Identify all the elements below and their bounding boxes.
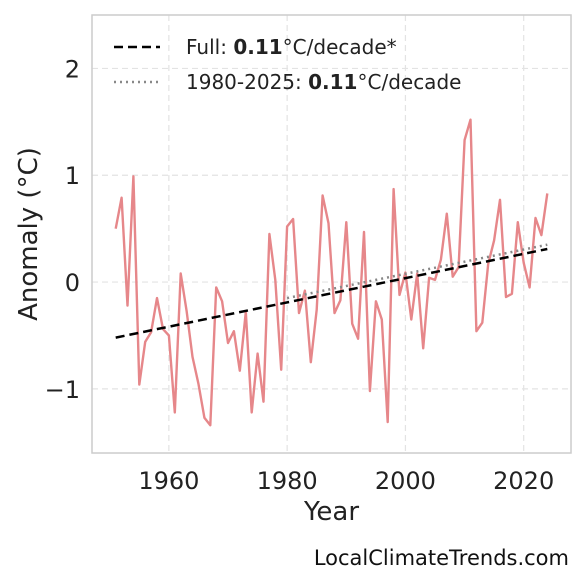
grid — [92, 15, 571, 453]
y-tick-label: 0 — [65, 269, 80, 297]
legend: Full: 0.11°C/decade* 1980-2025: 0.11°C/d… — [114, 35, 461, 94]
legend-label-full: Full: 0.11°C/decade* — [186, 35, 397, 59]
legend-1980-unit: °C/decade — [357, 70, 461, 94]
x-tick-label: 2020 — [493, 467, 554, 495]
x-tick-label: 2000 — [375, 467, 436, 495]
legend-full-unit: °C/decade* — [283, 35, 397, 59]
credit-text: LocalClimateTrends.com — [313, 546, 569, 570]
y-tick-label: −1 — [45, 376, 80, 404]
x-tick-label: 1980 — [257, 467, 318, 495]
x-tick-label: 1960 — [138, 467, 199, 495]
y-axis-label: Anomaly (°C) — [14, 147, 44, 321]
y-tick-label: 2 — [65, 55, 80, 83]
legend-full-name: Full — [186, 35, 220, 59]
trend-line-full — [115, 247, 548, 339]
y-ticks: −1 0 1 2 — [45, 55, 80, 403]
y-tick-label: 1 — [65, 162, 80, 190]
x-ticks: 1960 1980 2000 2020 — [138, 467, 554, 495]
legend-label-1980: 1980-2025: 0.11°C/decade — [186, 70, 461, 94]
plot-area — [114, 118, 549, 427]
legend-1980-rate: 0.11 — [308, 70, 357, 94]
plot-frame — [91, 14, 572, 454]
trend-line-1980 — [286, 243, 548, 300]
legend-1980-name: 1980-2025 — [186, 70, 295, 94]
anomaly-line — [114, 118, 549, 427]
x-axis-label: Year — [303, 497, 359, 527]
legend-full-rate: 0.11 — [233, 35, 282, 59]
